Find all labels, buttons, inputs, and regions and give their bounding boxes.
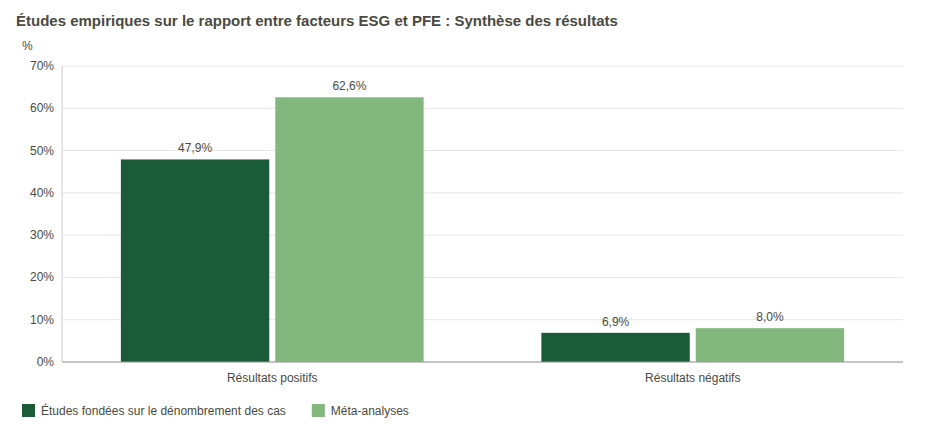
y-grid <box>62 66 903 362</box>
y-tick-label: 30% <box>30 228 54 242</box>
y-tick-label: 60% <box>30 101 54 115</box>
legend: Études fondées sur le dénombrement des c… <box>22 403 409 418</box>
legend-swatch <box>22 404 35 417</box>
y-tick-label: 10% <box>30 313 54 327</box>
chart-svg: Études empiriques sur le rapport entre f… <box>0 0 927 436</box>
grid-line <box>62 66 903 67</box>
chart-container: Études empiriques sur le rapport entre f… <box>0 0 927 436</box>
data-label: 6,9% <box>602 315 630 329</box>
bar <box>275 97 423 362</box>
x-tick-label: Résultats positifs <box>227 371 318 385</box>
y-tick-label: 70% <box>30 59 54 73</box>
data-label: 62,6% <box>332 79 366 93</box>
x-tick-label: Résultats négatifs <box>645 371 740 385</box>
chart-title: Études empiriques sur le rapport entre f… <box>16 12 618 29</box>
legend-label: Études fondées sur le dénombrement des c… <box>41 403 286 418</box>
bars <box>121 97 844 362</box>
bar <box>696 328 844 362</box>
x-axis-line <box>62 362 903 363</box>
y-tick-label: 40% <box>30 186 54 200</box>
grid-line <box>62 362 903 363</box>
y-axis-label: % <box>22 39 33 53</box>
grid-line <box>62 108 903 109</box>
legend-swatch <box>312 404 325 417</box>
bar <box>121 159 269 362</box>
data-label: 8,0% <box>756 310 784 324</box>
y-tick-label: 50% <box>30 144 54 158</box>
legend-label: Méta-analyses <box>331 404 409 418</box>
y-axis-line <box>62 66 63 362</box>
data-label: 47,9% <box>178 141 212 155</box>
y-tick-label: 20% <box>30 270 54 284</box>
bar <box>541 333 689 362</box>
data-labels: 47,9% 6,9% 62,6% 8,0% <box>178 79 784 329</box>
y-tick-label: 0% <box>37 355 55 369</box>
